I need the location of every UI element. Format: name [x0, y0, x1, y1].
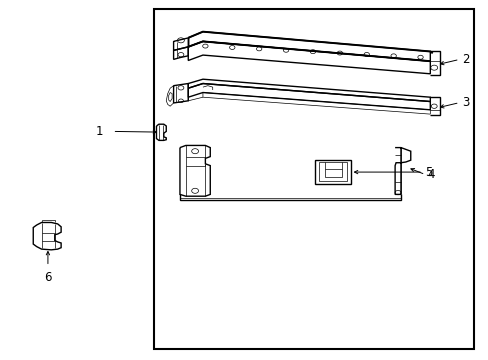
Bar: [319, 162, 346, 181]
Text: 4: 4: [426, 168, 433, 181]
Text: 6: 6: [44, 271, 52, 284]
Text: 1: 1: [95, 125, 102, 138]
Text: 2: 2: [461, 53, 468, 66]
Text: 5: 5: [425, 166, 432, 179]
Bar: [154, 9, 473, 349]
Bar: [315, 160, 350, 184]
Text: 3: 3: [461, 96, 468, 109]
